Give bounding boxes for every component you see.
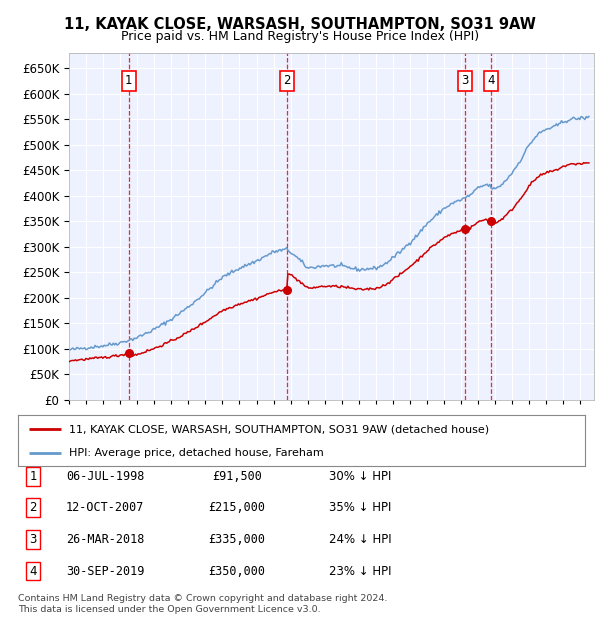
- Text: 1996: 1996: [81, 414, 91, 440]
- Text: 24% ↓ HPI: 24% ↓ HPI: [329, 533, 391, 546]
- Text: 11, KAYAK CLOSE, WARSASH, SOUTHAMPTON, SO31 9AW: 11, KAYAK CLOSE, WARSASH, SOUTHAMPTON, S…: [64, 17, 536, 32]
- Text: 2023: 2023: [541, 414, 551, 440]
- Text: 2014: 2014: [388, 414, 398, 440]
- Text: 2020: 2020: [490, 414, 500, 440]
- Text: 1: 1: [125, 74, 133, 87]
- Text: 2017: 2017: [439, 414, 449, 440]
- Text: 2005: 2005: [235, 414, 244, 440]
- Text: £215,000: £215,000: [209, 502, 265, 514]
- Text: Contains HM Land Registry data © Crown copyright and database right 2024.
This d: Contains HM Land Registry data © Crown c…: [18, 595, 388, 614]
- Text: 2003: 2003: [200, 414, 211, 440]
- Text: 2019: 2019: [473, 414, 483, 440]
- Text: £91,500: £91,500: [212, 470, 262, 482]
- Text: 2025: 2025: [575, 414, 586, 440]
- Text: 35% ↓ HPI: 35% ↓ HPI: [329, 502, 391, 514]
- Text: 2010: 2010: [320, 414, 329, 440]
- Text: 1998: 1998: [115, 414, 125, 440]
- Text: 2016: 2016: [422, 414, 432, 440]
- Text: 2024: 2024: [559, 414, 568, 440]
- Text: 2015: 2015: [405, 414, 415, 440]
- Text: HPI: Average price, detached house, Fareham: HPI: Average price, detached house, Fare…: [69, 448, 324, 458]
- Text: 4: 4: [29, 565, 37, 577]
- Text: 2002: 2002: [184, 414, 193, 440]
- Text: £335,000: £335,000: [209, 533, 265, 546]
- Text: 2001: 2001: [166, 414, 176, 440]
- Text: 2022: 2022: [524, 414, 534, 440]
- Text: 06-JUL-1998: 06-JUL-1998: [66, 470, 144, 482]
- Text: 1: 1: [29, 470, 37, 482]
- Text: 2008: 2008: [286, 414, 296, 440]
- Text: 2011: 2011: [337, 414, 347, 440]
- Text: 4: 4: [487, 74, 494, 87]
- Text: 2021: 2021: [507, 414, 517, 440]
- Text: 2004: 2004: [217, 414, 227, 440]
- Text: 11, KAYAK CLOSE, WARSASH, SOUTHAMPTON, SO31 9AW (detached house): 11, KAYAK CLOSE, WARSASH, SOUTHAMPTON, S…: [69, 424, 489, 434]
- Text: 3: 3: [461, 74, 469, 87]
- Text: 2018: 2018: [456, 414, 466, 440]
- Text: 1999: 1999: [132, 414, 142, 440]
- Text: 12-OCT-2007: 12-OCT-2007: [66, 502, 144, 514]
- Text: 2012: 2012: [354, 414, 364, 440]
- Text: 2013: 2013: [371, 414, 381, 440]
- Text: 30-SEP-2019: 30-SEP-2019: [66, 565, 144, 577]
- Text: 23% ↓ HPI: 23% ↓ HPI: [329, 565, 391, 577]
- Text: 30% ↓ HPI: 30% ↓ HPI: [329, 470, 391, 482]
- Text: 2006: 2006: [251, 414, 262, 440]
- Text: 2007: 2007: [269, 414, 278, 440]
- Text: 2: 2: [29, 502, 37, 514]
- Text: 26-MAR-2018: 26-MAR-2018: [66, 533, 144, 546]
- Text: £350,000: £350,000: [209, 565, 265, 577]
- Text: 3: 3: [29, 533, 37, 546]
- Text: 2: 2: [283, 74, 290, 87]
- Text: 2000: 2000: [149, 414, 159, 440]
- Text: 1997: 1997: [98, 414, 108, 440]
- Text: 2009: 2009: [302, 414, 313, 440]
- Text: 1995: 1995: [64, 414, 74, 440]
- Text: Price paid vs. HM Land Registry's House Price Index (HPI): Price paid vs. HM Land Registry's House …: [121, 30, 479, 43]
